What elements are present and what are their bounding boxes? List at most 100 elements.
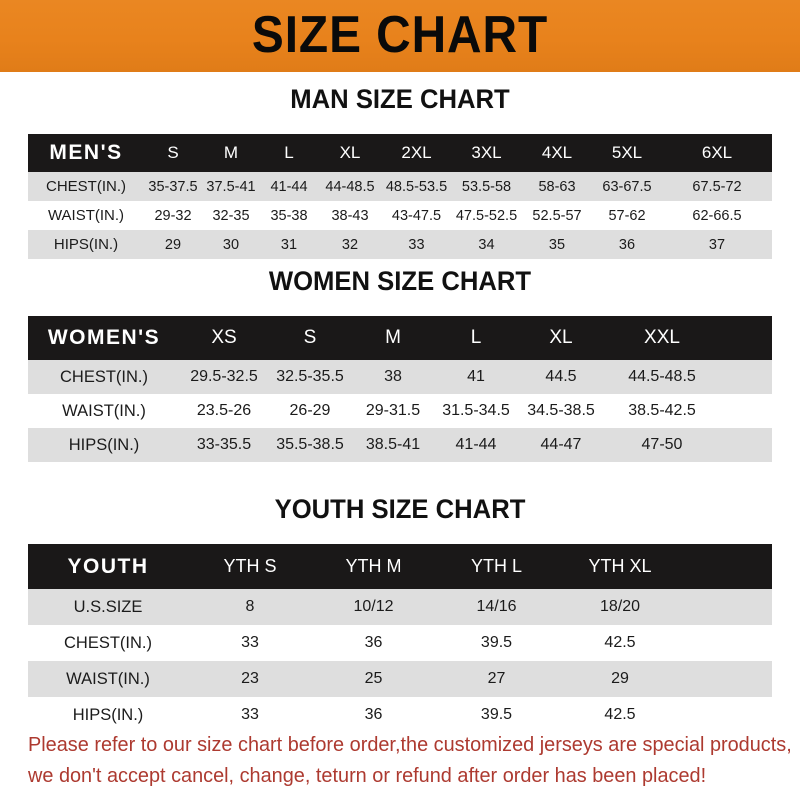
table-cell: 33-35.5 — [196, 436, 252, 453]
women-row-label-header: WOMEN'S — [47, 326, 161, 349]
table-row: WAIST(IN.) 29-32 32-35 35-38 38-43 43-47… — [28, 201, 772, 230]
table-cell: 38.5-42.5 — [628, 402, 696, 419]
table-cell: 31 — [280, 236, 298, 253]
table-cell: 8 — [245, 598, 255, 615]
table-cell: 34.5-38.5 — [527, 402, 595, 419]
women-col-header-xs: XS — [211, 327, 237, 348]
men-size-table: MEN'S S M L XL 2XL 3XL 4XL 5XL 6XL CHEST… — [28, 134, 772, 259]
table-cell: 27 — [487, 670, 506, 687]
table-cell: 53.5-58 — [461, 178, 512, 195]
table-cell: 33 — [408, 236, 425, 253]
women-size-table: WOMEN'S XS S M L XL XXL CHEST(IN.) 29.5-… — [28, 316, 772, 462]
youth-col-header-spacer — [682, 544, 772, 589]
table-row: CHEST(IN.) 35-37.5 37.5-41 41-44 44-48.5… — [28, 172, 772, 201]
youth-table-header-row: YOUTH YTH S YTH M YTH L YTH XL — [28, 544, 772, 589]
table-cell: 33 — [241, 706, 259, 723]
women-size-section: WOMEN SIZE CHART — [0, 266, 800, 296]
youth-col-header-yth-xl: YTH XL — [588, 556, 652, 576]
table-cell: 35-37.5 — [148, 178, 198, 195]
men-col-header-s: S — [167, 143, 179, 162]
men-row-label-waist: WAIST(IN.) — [47, 207, 125, 224]
youth-col-header-yth-m: YTH M — [345, 556, 402, 576]
men-section-title: MAN SIZE CHART — [290, 84, 510, 114]
table-cell: 30 — [222, 236, 240, 253]
youth-size-table: YOUTH YTH S YTH M YTH L YTH XL U.S.SIZE … — [28, 544, 772, 733]
notice-line-2: we don't accept cancel, change, teturn o… — [28, 764, 707, 787]
men-size-section: MAN SIZE CHART — [0, 84, 800, 114]
table-cell: 18/20 — [599, 598, 641, 615]
table-cell: 41 — [467, 368, 485, 385]
table-cell: 26-29 — [289, 402, 331, 419]
women-col-header-spacer — [720, 316, 772, 360]
women-row-label-chest: CHEST(IN.) — [60, 367, 148, 386]
table-cell: 29-31.5 — [365, 402, 421, 419]
men-col-header-4xl: 4XL — [541, 143, 573, 162]
table-cell: 43-47.5 — [391, 207, 442, 224]
men-col-header-5xl: 5XL — [611, 143, 643, 162]
women-col-header-s: S — [303, 327, 317, 348]
page-title: SIZE CHART — [251, 6, 549, 64]
table-cell: 29-32 — [154, 207, 192, 224]
table-cell: 41-44 — [270, 178, 308, 195]
table-cell: 36 — [364, 706, 383, 723]
table-cell: 25 — [364, 670, 383, 687]
table-cell: 37.5-41 — [206, 178, 256, 195]
table-cell: 48.5-53.5 — [385, 178, 448, 195]
table-cell: 23.5-26 — [196, 402, 252, 419]
table-cell: 62-66.5 — [692, 207, 742, 224]
youth-row-label-chest: CHEST(IN.) — [64, 633, 152, 652]
women-col-header-xxl: XXL — [644, 327, 680, 348]
table-cell: 29 — [611, 670, 629, 687]
men-row-label-hips: HIPS(IN.) — [53, 236, 119, 253]
women-row-label-hips: HIPS(IN.) — [68, 435, 140, 454]
table-cell: 35.5-38.5 — [276, 436, 344, 453]
table-cell: 42.5 — [604, 706, 636, 723]
women-col-header-m: M — [385, 327, 401, 348]
table-cell: 38.5-41 — [365, 436, 421, 453]
table-cell: 14/16 — [476, 598, 517, 615]
table-cell: 32.5-35.5 — [276, 368, 344, 385]
table-cell: 32 — [341, 236, 359, 253]
table-cell-spacer — [682, 697, 772, 733]
youth-row-label-header: YOUTH — [67, 554, 149, 578]
youth-row-label-hips: HIPS(IN.) — [72, 705, 144, 724]
men-col-header-l: L — [284, 143, 294, 162]
table-row: WAIST(IN.) 23.5-26 26-29 29-31.5 31.5-34… — [28, 394, 772, 428]
table-row: HIPS(IN.) 33 36 39.5 42.5 — [28, 697, 772, 733]
table-cell: 41-44 — [455, 436, 497, 453]
table-cell: 47.5-52.5 — [455, 207, 518, 224]
table-cell: 58-63 — [538, 178, 576, 195]
notice-line-1: Please refer to our size chart before or… — [28, 733, 792, 756]
table-cell: 44-48.5 — [325, 178, 375, 195]
table-cell: 52.5-57 — [532, 207, 582, 224]
women-table-header-row: WOMEN'S XS S M L XL XXL — [28, 316, 772, 360]
table-row: WAIST(IN.) 23 25 27 29 — [28, 661, 772, 697]
table-cell: 35 — [548, 236, 566, 253]
table-cell: 10/12 — [353, 598, 394, 615]
men-table-header-row: MEN'S S M L XL 2XL 3XL 4XL 5XL 6XL — [28, 134, 772, 172]
table-cell: 63-67.5 — [602, 178, 652, 195]
table-cell-spacer — [720, 360, 772, 394]
table-cell-spacer — [682, 661, 772, 697]
table-cell: 47-50 — [641, 436, 683, 453]
table-row: CHEST(IN.) 29.5-32.5 32.5-35.5 38 41 44.… — [28, 360, 772, 394]
table-cell: 57-62 — [608, 207, 646, 224]
men-col-header-6xl: 6XL — [701, 143, 733, 162]
youth-size-section: YOUTH SIZE CHART — [0, 494, 800, 524]
men-row-label-chest: CHEST(IN.) — [46, 178, 126, 195]
table-row: HIPS(IN.) 33-35.5 35.5-38.5 38.5-41 41-4… — [28, 428, 772, 462]
table-row: CHEST(IN.) 33 36 39.5 42.5 — [28, 625, 772, 661]
men-col-header-m: M — [223, 143, 239, 162]
table-cell-spacer — [682, 625, 772, 661]
table-cell: 32-35 — [212, 207, 250, 224]
youth-row-label-us-size: U.S.SIZE — [73, 597, 143, 616]
table-cell: 42.5 — [604, 634, 636, 651]
table-cell-spacer — [720, 394, 772, 428]
size-chart-banner: SIZE CHART — [0, 0, 800, 72]
youth-section-title: YOUTH SIZE CHART — [274, 494, 526, 524]
men-col-header-3xl: 3XL — [471, 143, 502, 162]
women-col-header-xl: XL — [549, 327, 573, 348]
table-cell: 67.5-72 — [692, 178, 742, 195]
table-cell: 34 — [478, 236, 495, 253]
table-cell: 31.5-34.5 — [442, 402, 510, 419]
